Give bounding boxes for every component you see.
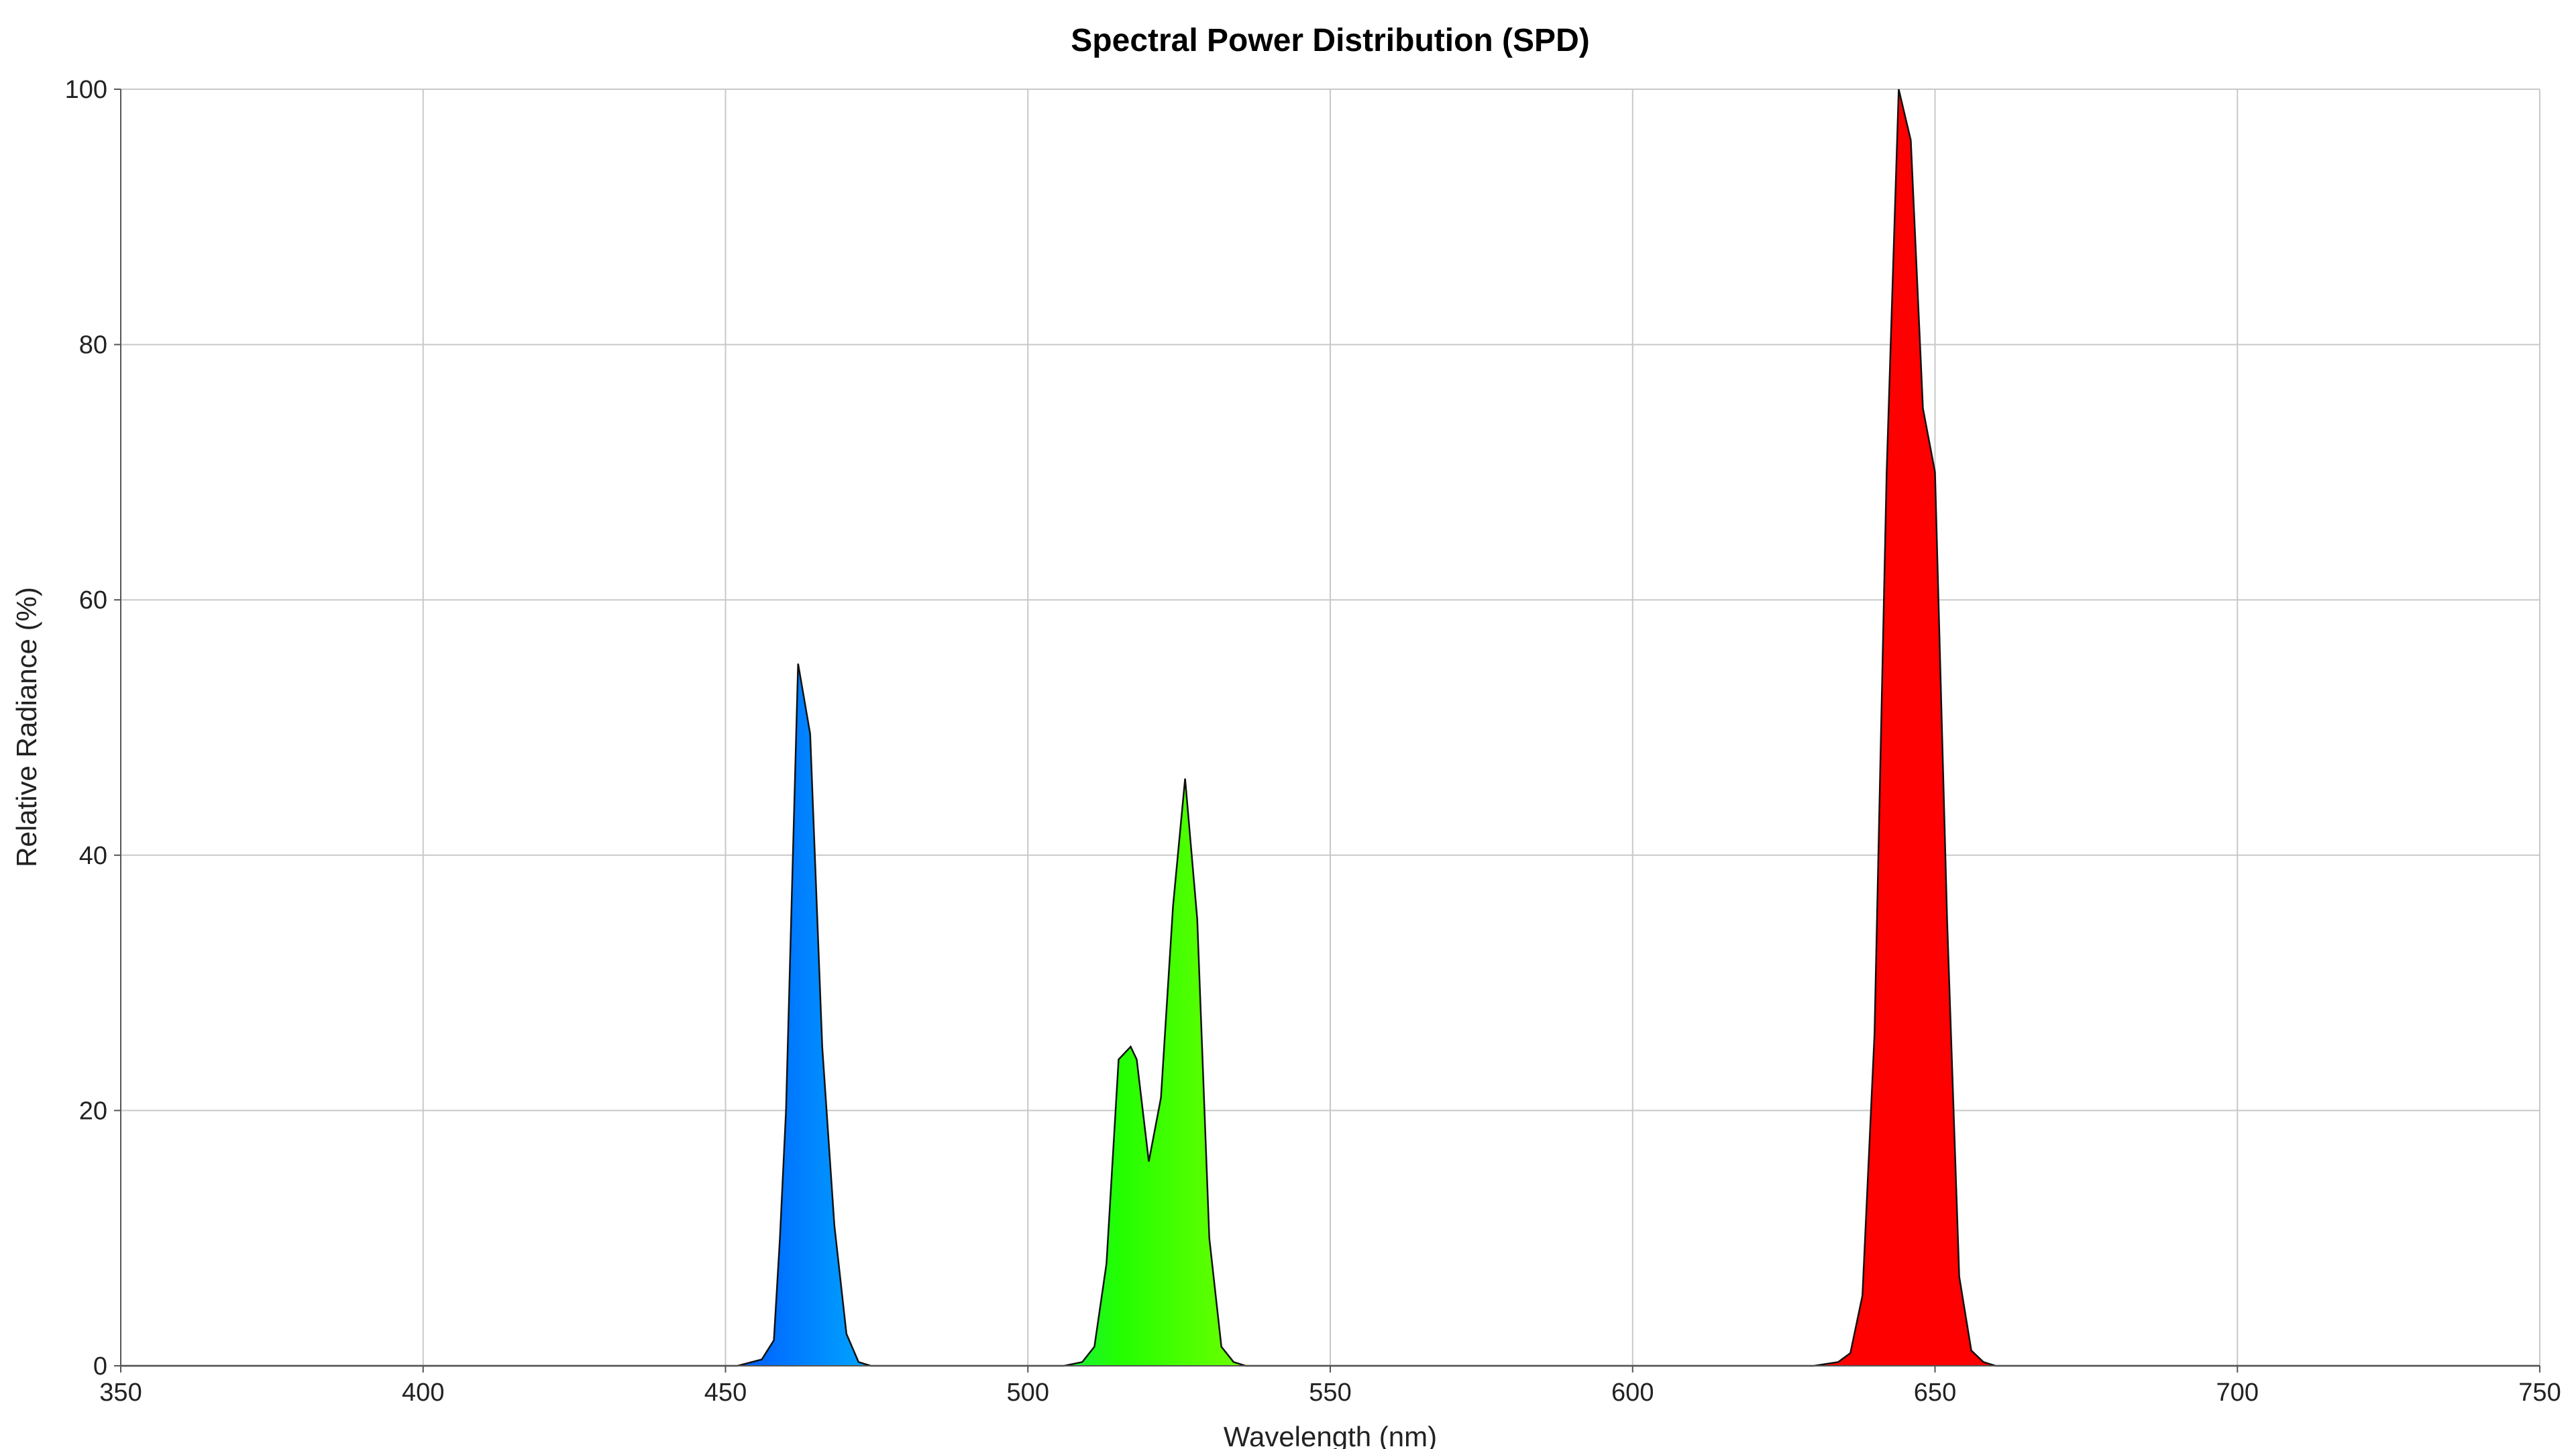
- spd-area-fill: [121, 89, 2540, 1366]
- spd-series-line: [121, 89, 2540, 1367]
- y-axis-label: Relative Radiance (%): [11, 587, 42, 867]
- x-tick-label: 550: [1309, 1379, 1351, 1407]
- y-tick-label: 20: [79, 1097, 107, 1125]
- y-tick-label: 100: [65, 76, 107, 104]
- y-tick-label: 80: [79, 331, 107, 360]
- x-tick-label: 400: [402, 1379, 444, 1407]
- x-tick-label: 350: [99, 1379, 142, 1407]
- grid: [120, 89, 2540, 1366]
- y-tick-label: 60: [79, 586, 107, 614]
- y-tick-label: 0: [93, 1352, 107, 1381]
- y-tick-label: 40: [79, 842, 107, 870]
- x-tick-label: 600: [1611, 1379, 1654, 1407]
- x-tick-label: 750: [2518, 1379, 2561, 1407]
- x-tick-label: 500: [1007, 1379, 1049, 1407]
- axes: 350 400 450 500 550 600 650 700 750 0 20 40 60 80 100: [65, 76, 2561, 1407]
- x-tick-label: 650: [1914, 1379, 1956, 1407]
- x-tick-label: 700: [2216, 1379, 2259, 1407]
- x-axis-label: Wavelength (nm): [1224, 1421, 1437, 1449]
- spd-series: [121, 89, 2540, 1367]
- chart-title: Spectral Power Distribution (SPD): [1071, 23, 1589, 58]
- x-tick-label: 450: [704, 1379, 747, 1407]
